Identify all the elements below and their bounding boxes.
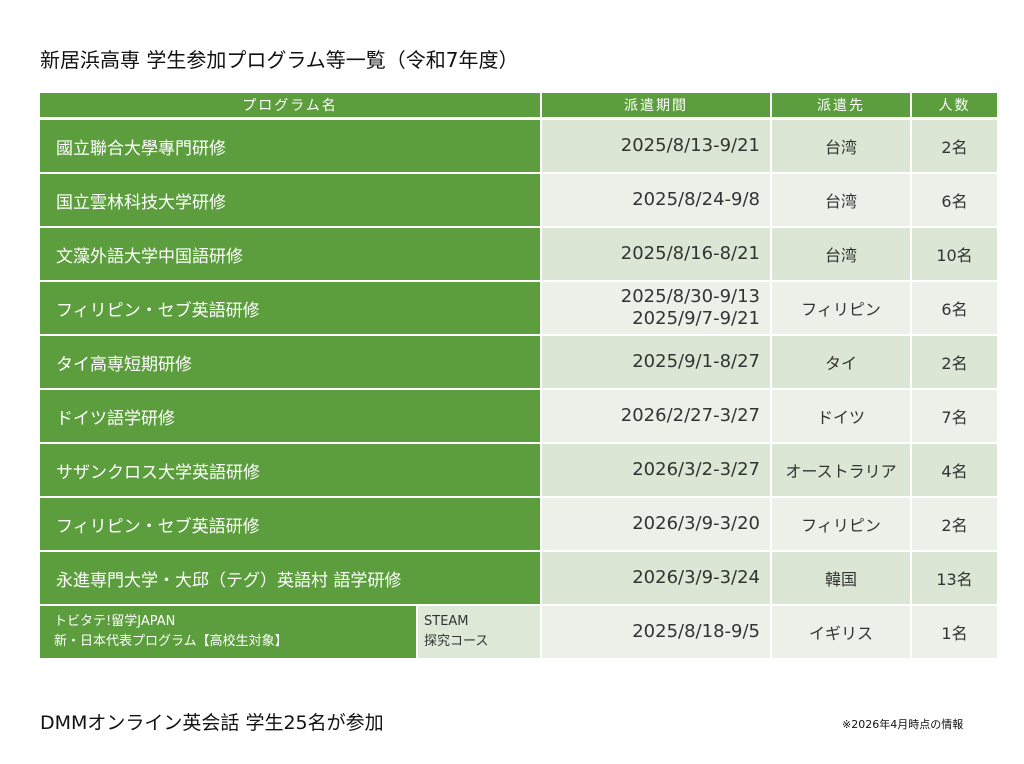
destination: オーストラリア [785, 462, 897, 481]
footer-note: ※2026年4月時点の情報 [842, 718, 964, 731]
destination-cell: イギリス [772, 606, 910, 658]
program-cell: フィリピン・セブ英語研修 [40, 498, 540, 550]
destination-cell: フィリピン [772, 282, 910, 334]
period-cell: 2025/8/13-9/21 [542, 120, 770, 172]
count-cell: 4名 [912, 444, 997, 496]
column-header: 人数 [912, 93, 997, 117]
count-cell: 2名 [912, 120, 997, 172]
program-name: サザンクロス大学英語研修 [56, 462, 260, 483]
destination-cell: フィリピン [772, 498, 910, 550]
destination: 台湾 [824, 138, 857, 157]
period: 2026/3/9-3/20 [632, 513, 760, 534]
count: 2名 [941, 138, 968, 157]
destination: フィリピン [801, 516, 881, 535]
destination-cell: 台湾 [772, 228, 910, 280]
column-header-text: プログラム名 [242, 98, 338, 114]
destination-cell: 韓国 [772, 552, 910, 604]
count-cell: 6名 [912, 282, 997, 334]
column-header-text: 人数 [938, 98, 971, 114]
program-cell: 文藻外語大学中国語研修 [40, 228, 540, 280]
count: 7名 [941, 408, 968, 427]
destination: タイ [824, 354, 857, 373]
course-cell: STEAM 探究コース [418, 606, 540, 658]
destination-cell: オーストラリア [772, 444, 910, 496]
period-cell: 2025/9/1-8/27 [542, 336, 770, 388]
destination: 台湾 [824, 192, 857, 211]
period: 2025/8/13-9/21 [620, 135, 760, 156]
count-cell: 2名 [912, 336, 997, 388]
count-cell: 6名 [912, 174, 997, 226]
program-cell: 永進専門大学・大邱（テグ）英語村 語学研修 [40, 552, 540, 604]
program-name: 國立聯合大學專門研修 [56, 138, 226, 159]
destination: イギリス [808, 624, 873, 643]
program-cell: 國立聯合大學專門研修 [40, 120, 540, 172]
period-cell: 2026/2/27-3/27 [542, 390, 770, 442]
period: 2026/2/27-3/27 [620, 405, 760, 426]
column-header-text: 派遣期間 [624, 98, 688, 114]
column-header: 派遣期間 [542, 93, 770, 117]
course-name: 探究コース [424, 634, 489, 649]
program-cell: タイ高専短期研修 [40, 336, 540, 388]
program-name: 国立雲林科技大学研修 [56, 192, 226, 213]
program-name: トビタテ!留学JAPAN [54, 614, 176, 629]
period-cell: 2025/8/30-9/13 2025/9/7-9/21 [542, 282, 770, 334]
period-cell: 2026/3/2-3/27 [542, 444, 770, 496]
count: 2名 [941, 354, 968, 373]
period: 2025/8/24-9/8 [632, 189, 760, 210]
count-cell: 7名 [912, 390, 997, 442]
program-cell: フィリピン・セブ英語研修 [40, 282, 540, 334]
column-header: 派遣先 [772, 93, 910, 117]
program-cell: トビタテ!留学JAPAN 新・日本代表プログラム【高校生対象】 [40, 606, 416, 658]
destination-cell: 台湾 [772, 120, 910, 172]
destination: 韓国 [824, 570, 857, 589]
destination-cell: タイ [772, 336, 910, 388]
count-cell: 13名 [912, 552, 997, 604]
period: 2025/9/7-9/21 [632, 308, 760, 329]
column-header: プログラム名 [40, 93, 540, 117]
program-name: ドイツ語学研修 [56, 408, 175, 429]
count: 1名 [941, 624, 968, 643]
period: 2025/8/16-8/21 [620, 243, 760, 264]
destination: 台湾 [824, 246, 857, 265]
course-name: STEAM [424, 614, 469, 629]
program-name: 永進専門大学・大邱（テグ）英語村 語学研修 [56, 570, 402, 591]
count: 10名 [936, 246, 973, 265]
footer-text: DMMオンライン英会話 学生25名が参加 [40, 712, 384, 734]
period: 2025/8/30-9/13 [620, 286, 760, 307]
destination: ドイツ [816, 408, 865, 427]
period-cell: 2025/8/24-9/8 [542, 174, 770, 226]
period: 2025/9/1-8/27 [632, 351, 760, 372]
count-cell: 1名 [912, 606, 997, 658]
period-cell: 2026/3/9-3/20 [542, 498, 770, 550]
count: 4名 [941, 462, 968, 481]
program-cell: サザンクロス大学英語研修 [40, 444, 540, 496]
destination: フィリピン [801, 300, 881, 319]
program-cell: 国立雲林科技大学研修 [40, 174, 540, 226]
count: 2名 [941, 516, 968, 535]
period-cell: 2026/3/9-3/24 [542, 552, 770, 604]
count: 6名 [941, 192, 968, 211]
program-name: タイ高専短期研修 [56, 354, 192, 375]
count: 6名 [941, 300, 968, 319]
program-name: フィリピン・セブ英語研修 [56, 300, 260, 321]
program-name: 新・日本代表プログラム【高校生対象】 [54, 634, 288, 649]
period: 2026/3/2-3/27 [632, 459, 760, 480]
column-header-text: 派遣先 [817, 98, 865, 114]
period: 2026/3/9-3/24 [632, 567, 760, 588]
count-cell: 10名 [912, 228, 997, 280]
period: 2025/8/18-9/5 [632, 621, 760, 642]
program-name: 文藻外語大学中国語研修 [56, 246, 243, 267]
page-title: 新居浜高専 学生参加プログラム等一覧（令和7年度） [40, 48, 519, 72]
period-cell: 2025/8/16-8/21 [542, 228, 770, 280]
period-cell: 2025/8/18-9/5 [542, 606, 770, 658]
destination-cell: ドイツ [772, 390, 910, 442]
count: 13名 [936, 570, 973, 589]
program-cell: ドイツ語学研修 [40, 390, 540, 442]
destination-cell: 台湾 [772, 174, 910, 226]
count-cell: 2名 [912, 498, 997, 550]
program-name: フィリピン・セブ英語研修 [56, 516, 260, 537]
